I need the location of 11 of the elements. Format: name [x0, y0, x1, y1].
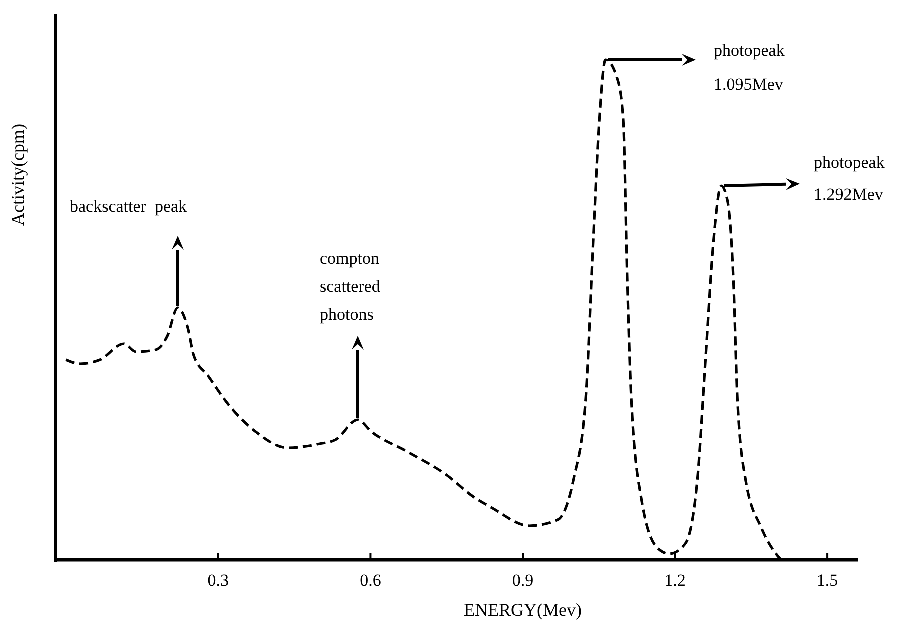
- annotation: backscatter peak: [70, 197, 188, 216]
- x-axis-title: ENERGY(Mev): [464, 600, 582, 620]
- annotation: compton scattered photons: [320, 249, 381, 324]
- x-tick-label: 0.9: [512, 571, 534, 590]
- x-tick-label: 1.2: [664, 571, 686, 590]
- annotation: photopeak 1.292Mev: [814, 153, 886, 204]
- x-tick-label: 0.6: [360, 571, 382, 590]
- y-axis-title: Activity(cpm): [8, 124, 28, 226]
- x-tick-label: 0.3: [208, 571, 230, 590]
- annotation: photopeak 1.095Mev: [714, 41, 786, 94]
- x-tick-label: 1.5: [816, 571, 838, 590]
